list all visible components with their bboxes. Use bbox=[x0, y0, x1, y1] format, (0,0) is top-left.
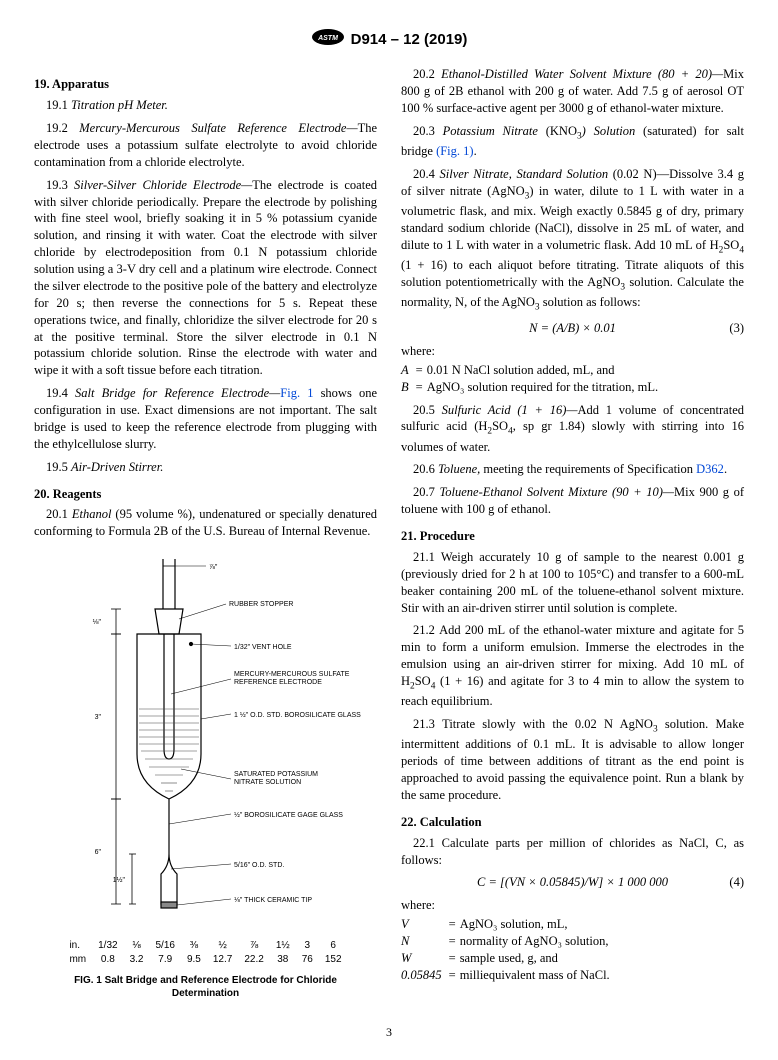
clause-21-1: 21.1 Weigh accurately 10 g of sample to … bbox=[401, 549, 744, 617]
svg-text:½" BOROSILICATE GAGE GLASS: ½" BOROSILICATE GAGE GLASS bbox=[234, 811, 343, 819]
fig-1-link[interactable]: Fig. 1 bbox=[280, 386, 313, 400]
clause-22-1: 22.1 Calculate parts per million of chlo… bbox=[401, 835, 744, 869]
svg-text:1/32" VENT HOLE: 1/32" VENT HOLE bbox=[234, 644, 292, 651]
right-column: 20.2 Ethanol-Distilled Water Solvent Mix… bbox=[401, 66, 744, 1000]
d362-link[interactable]: D362 bbox=[696, 462, 724, 476]
page-header: ASTM D914 – 12 (2019) bbox=[34, 28, 744, 52]
section-21-heading: 21. Procedure bbox=[401, 528, 744, 545]
left-column: 19. Apparatus 19.1 Titration pH Meter. 1… bbox=[34, 66, 377, 1000]
clause-20-3: 20.3 Potassium Nitrate (KNO3) Solution (… bbox=[401, 123, 744, 160]
svg-text:1 ½" O.D. STD. BOROSILICATE GL: 1 ½" O.D. STD. BOROSILICATE GLASS bbox=[234, 711, 361, 719]
svg-text:RUBBER STOPPER: RUBBER STOPPER bbox=[229, 601, 293, 608]
clause-19-3: 19.3 Silver-Silver Chloride Electrode—Th… bbox=[34, 177, 377, 380]
svg-text:3": 3" bbox=[94, 714, 101, 721]
svg-text:⅛" THICK CERAMIC TIP: ⅛" THICK CERAMIC TIP bbox=[234, 897, 312, 904]
svg-text:6": 6" bbox=[94, 849, 101, 856]
dim-row-in: in. 1/32⅛ 5/16⅜ ½⅞ 1½3 6 bbox=[63, 939, 347, 953]
where-label-3: where: bbox=[401, 343, 744, 360]
dimension-table: in. 1/32⅛ 5/16⅜ ½⅞ 1½3 6 mm 0.83.2 7.99.… bbox=[63, 939, 347, 966]
salt-bridge-diagram: ⅛" 3" 6" ⅞" RUBBER STOPPER 1/32" VENT HO… bbox=[51, 554, 361, 924]
section-19-heading: 19. Apparatus bbox=[34, 76, 377, 93]
equation-4: C = [(VN × 0.05845)/W] × 1 000 000 (4) bbox=[401, 874, 744, 891]
two-column-layout: 19. Apparatus 19.1 Titration pH Meter. 1… bbox=[34, 66, 744, 1000]
clause-19-1: 19.1 Titration pH Meter. bbox=[34, 97, 377, 114]
svg-text:MERCURY-MERCUROUS SULFATE: MERCURY-MERCUROUS SULFATE REFERENCE ELEC… bbox=[234, 671, 351, 686]
clause-21-3: 21.3 Titrate slowly with the 0.02 N AgNO… bbox=[401, 716, 744, 804]
section-22-heading: 22. Calculation bbox=[401, 814, 744, 831]
clause-21-2: 21.2 Add 200 mL of the ethanol-water mix… bbox=[401, 622, 744, 710]
figure-1-caption: FIG. 1 Salt Bridge and Reference Electro… bbox=[44, 974, 367, 1000]
standard-designation: D914 – 12 (2019) bbox=[351, 31, 468, 48]
svg-text:ASTM: ASTM bbox=[317, 35, 338, 42]
page-number: 3 bbox=[34, 1024, 744, 1040]
clause-20-4: 20.4 Silver Nitrate, Standard Solution (… bbox=[401, 166, 744, 314]
fig-1-link-2[interactable]: (Fig. 1) bbox=[436, 144, 474, 158]
clause-19-5: 19.5 Air-Driven Stirrer. bbox=[34, 459, 377, 476]
clause-19-2: 19.2 Mercury-Mercurous Sulfate Reference… bbox=[34, 120, 377, 171]
svg-text:⅛": ⅛" bbox=[92, 619, 101, 626]
equation-3: N = (A/B) × 0.01 (3) bbox=[401, 320, 744, 337]
astm-logo: ASTM bbox=[311, 28, 345, 52]
clause-20-7: 20.7 Toluene-Ethanol Solvent Mixture (90… bbox=[401, 484, 744, 518]
clause-20-1: 20.1 Ethanol (95 volume %), undenatured … bbox=[34, 506, 377, 540]
svg-text:⅞": ⅞" bbox=[209, 564, 218, 571]
svg-text:1½": 1½" bbox=[112, 876, 125, 884]
figure-1: ⅛" 3" 6" ⅞" RUBBER STOPPER 1/32" VENT HO… bbox=[34, 554, 377, 1000]
clause-20-5: 20.5 Sulfuric Acid (1 + 16)—Add 1 volume… bbox=[401, 402, 744, 456]
where-4: V=AgNO₃ solution, mL, N=normality of AgN… bbox=[401, 916, 613, 984]
clause-19-4: 19.4 Salt Bridge for Reference Electrode… bbox=[34, 385, 377, 453]
where-label-4: where: bbox=[401, 897, 744, 914]
section-20-heading: 20. Reagents bbox=[34, 486, 377, 503]
where-3: A=0.01 N NaCl solution added, mL, and B=… bbox=[401, 362, 661, 396]
svg-text:SATURATED POTASSIUM: SATURATED POTASSIUM NITRATE SOLUTION bbox=[234, 771, 320, 786]
clause-20-2: 20.2 Ethanol-Distilled Water Solvent Mix… bbox=[401, 66, 744, 117]
clause-20-6: 20.6 Toluene, meeting the requirements o… bbox=[401, 461, 744, 478]
dim-row-mm: mm 0.83.2 7.99.5 12.722.2 3876 152 bbox=[63, 953, 347, 967]
svg-text:5/16" O.D. STD.: 5/16" O.D. STD. bbox=[234, 862, 284, 869]
